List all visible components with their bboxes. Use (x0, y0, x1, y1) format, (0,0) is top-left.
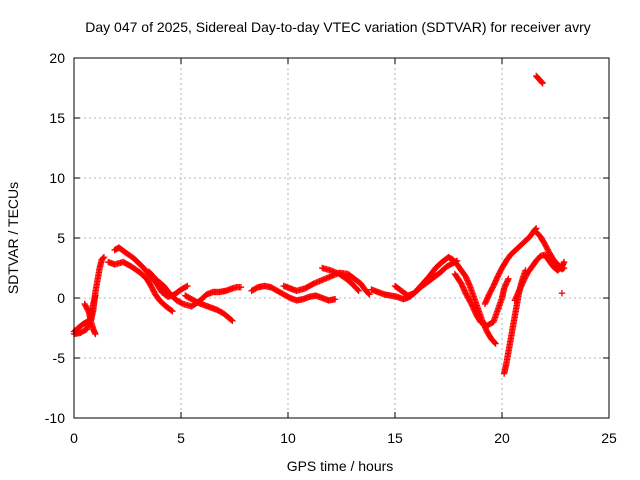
data-point (82, 303, 90, 310)
data-point (92, 330, 99, 338)
data-point (544, 246, 551, 253)
data-point (520, 276, 528, 283)
data-point (169, 308, 176, 315)
data-point (168, 307, 175, 314)
data-point (488, 287, 495, 294)
data-point (491, 339, 498, 346)
data-point (542, 242, 549, 249)
y-tick-label: 10 (49, 170, 65, 186)
data-point (560, 258, 568, 266)
data-point (81, 300, 88, 308)
data-point (237, 284, 245, 291)
data-point (149, 285, 156, 292)
y-tick-label: 5 (57, 230, 65, 246)
y-axis-label: SDTVAR / TECUs (5, 182, 21, 294)
y-tick-label: 15 (49, 110, 65, 126)
chart-title: Day 047 of 2025, Sidereal Day-to-day VTE… (85, 19, 591, 35)
x-tick-label: 10 (280, 430, 296, 446)
y-tick-label: 20 (49, 50, 65, 66)
data-point (148, 284, 155, 291)
data-point (228, 316, 235, 324)
data-point (497, 267, 504, 274)
data-point (92, 292, 99, 299)
data-point (532, 226, 539, 233)
x-axis-label: GPS time / hours (287, 458, 394, 474)
data-point (355, 287, 362, 294)
data-point (453, 257, 461, 264)
axis-ticks: 0 5 10 15 20 25 -10 -5 0 5 10 15 20 (45, 50, 617, 446)
y-tick-label: -10 (45, 410, 65, 426)
data-point (331, 296, 339, 303)
data-point (150, 288, 158, 295)
data-point (485, 291, 493, 298)
data-point (494, 273, 501, 280)
data-point (229, 317, 236, 324)
data-point (366, 291, 373, 298)
data-point (560, 264, 568, 272)
data-point (543, 245, 551, 252)
data-point (354, 286, 361, 294)
data-point (520, 278, 527, 285)
data-point (543, 243, 550, 250)
data-point (505, 275, 512, 282)
data-point (487, 288, 494, 295)
x-tick-label: 0 (70, 430, 78, 446)
data-point (521, 275, 529, 282)
data-point (522, 273, 529, 281)
data-point (84, 306, 91, 313)
data-point (83, 305, 91, 312)
data-point (492, 340, 499, 347)
data-point (496, 269, 504, 276)
data-point (538, 79, 546, 86)
x-tick-label: 15 (387, 430, 403, 446)
y-tick-label: 0 (57, 290, 65, 306)
x-tick-label: 5 (177, 430, 185, 446)
data-point (100, 254, 108, 261)
data-point (100, 254, 107, 262)
x-tick-label: 20 (494, 430, 510, 446)
data-point (488, 285, 496, 292)
x-tick-label: 25 (601, 430, 617, 446)
data-point (365, 290, 372, 297)
data-point (558, 290, 566, 297)
data-point (149, 287, 157, 294)
data-point (147, 282, 155, 290)
data-point (539, 80, 546, 87)
data-point (82, 302, 89, 309)
data-point (182, 283, 190, 290)
data-point (523, 272, 530, 279)
data-point (495, 271, 502, 279)
data-point (184, 282, 191, 290)
data-points (70, 72, 568, 377)
data-point (495, 270, 503, 277)
y-tick-label: -5 (53, 350, 66, 366)
data-point (486, 289, 494, 297)
data-point (541, 240, 548, 248)
